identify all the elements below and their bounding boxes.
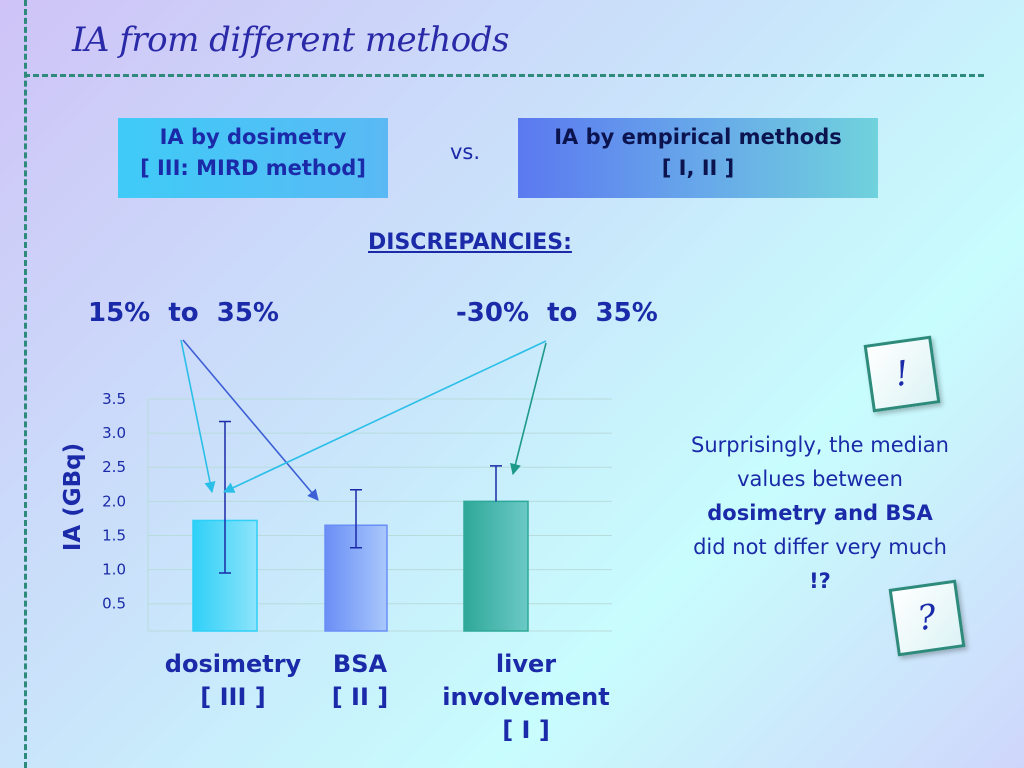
range-dosimetry-vs-bsa: 15% to 35% [88, 298, 279, 328]
y-axis-label: IA (GBq) [60, 443, 86, 551]
empirical-box-line2: [ I, II ] [661, 156, 735, 180]
note-line2: values between [737, 467, 903, 491]
range-dosimetry-vs-liver: -30% to 35% [456, 298, 658, 328]
dosimetry-method-box: IA by dosimetry [ III: MIRD method] [118, 118, 388, 198]
note-line5: !? [809, 569, 831, 593]
category-label-bsa: BSA [ II ] [310, 648, 410, 714]
dashed-horizontal-rule [24, 74, 984, 77]
y-tick-label: 1.0 [102, 561, 126, 579]
category-dosimetry-line2: [ III ] [200, 683, 266, 711]
error-bar-dosimetry [219, 420, 231, 574]
y-tick-label: 3.5 [102, 390, 126, 408]
category-label-dosimetry: dosimetry [ III ] [158, 648, 308, 714]
discrepancies-heading: DISCREPANCIES: [368, 230, 572, 255]
question-icon: ? [888, 579, 966, 657]
arrow-range-to-bsa [182, 339, 319, 501]
question-glyph: ? [915, 596, 939, 640]
error-bar-liver [490, 465, 502, 502]
dosimetry-box-line1: IA by dosimetry [159, 125, 347, 149]
y-tick-label: 1.5 [102, 526, 126, 544]
category-bsa-line2: [ II ] [331, 683, 389, 711]
y-tick-label: 2.0 [102, 492, 126, 510]
category-bsa-line1: BSA [332, 650, 388, 678]
arrow-range-to-dosimetry-2 [222, 340, 547, 493]
dashed-vertical-rule [24, 0, 27, 768]
y-tick-label: 2.5 [102, 458, 126, 476]
empirical-box-line1: IA by empirical methods [554, 125, 842, 149]
dosimetry-box-line2: [ III: MIRD method] [140, 156, 366, 180]
note-line4: did not differ very much [693, 535, 947, 559]
arrow-range-to-dosimetry [180, 339, 216, 494]
slide-title: IA from different methods [72, 20, 509, 60]
category-liver-line2: involvement [442, 683, 610, 711]
note-text: Surprisingly, the median values between … [662, 428, 978, 598]
category-dosimetry-line1: dosimetry [164, 650, 302, 678]
exclamation-glyph: ! [892, 353, 912, 395]
vs-label: vs. [450, 140, 481, 164]
bar-liver [463, 500, 529, 632]
y-tick-label: 3.0 [102, 424, 126, 442]
category-liver-line3: [ I ] [502, 716, 550, 744]
arrow-range-to-liver [510, 342, 547, 476]
y-tick-label: 0.5 [102, 595, 126, 613]
error-bar-bsa [350, 489, 362, 549]
category-label-liver: liver involvement [ I ] [426, 648, 626, 747]
empirical-method-box: IA by empirical methods [ I, II ] [518, 118, 878, 198]
note-line1: Surprisingly, the median [691, 433, 949, 457]
exclamation-icon: ! [863, 335, 941, 413]
note-line3: dosimetry and BSA [707, 501, 933, 525]
category-liver-line1: liver [495, 650, 557, 678]
